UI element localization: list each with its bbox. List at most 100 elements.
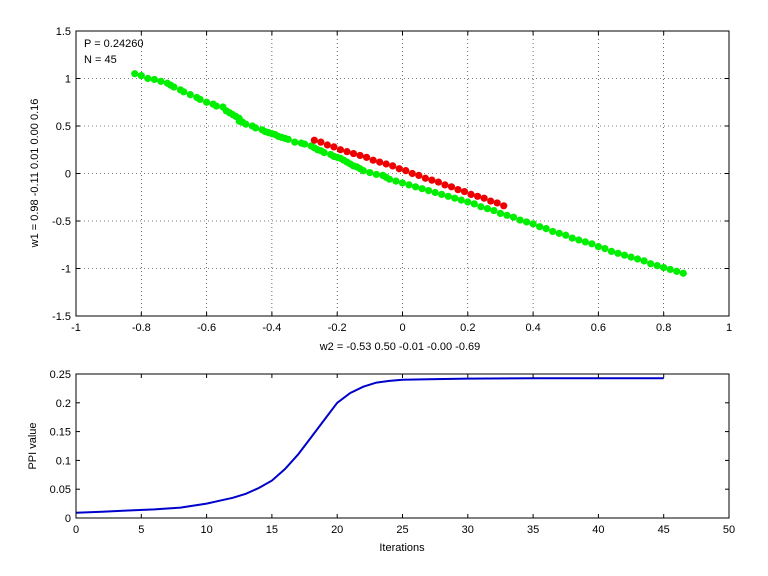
y-tick-label: -1 — [61, 264, 71, 276]
green-point — [284, 135, 292, 143]
green-point — [666, 265, 674, 274]
green-point — [627, 253, 635, 261]
red-point — [428, 176, 436, 184]
green-point — [150, 75, 158, 84]
y-tick-label: 1 — [65, 74, 71, 86]
green-point — [673, 267, 681, 275]
red-point — [369, 156, 377, 164]
x-tick-label: 45 — [658, 524, 670, 536]
green-point — [483, 205, 491, 213]
y-tick-label: 0.5 — [56, 121, 71, 133]
green-point — [516, 216, 524, 224]
x-tick-label: -1 — [71, 322, 81, 334]
x-tick-label: -0.4 — [262, 322, 281, 334]
green-point — [614, 249, 622, 257]
green-point — [464, 198, 472, 206]
scatter-plot-area — [76, 31, 729, 316]
green-point — [392, 177, 400, 185]
red-point — [343, 148, 351, 156]
annotation-n: N = 45 — [84, 54, 117, 66]
x-tick-label: 25 — [396, 524, 408, 536]
green-point — [568, 234, 576, 242]
y-tick-label: 0.05 — [50, 484, 71, 496]
y-tick-label: -1.5 — [52, 311, 71, 323]
red-point — [447, 183, 456, 191]
x-tick-label: 15 — [266, 524, 278, 536]
green-point — [411, 183, 420, 191]
x-tick-label: 35 — [527, 524, 539, 536]
green-point — [157, 77, 165, 85]
green-point — [212, 102, 220, 110]
y-tick-label: 0 — [65, 513, 71, 525]
green-point — [438, 190, 446, 198]
red-point — [317, 138, 325, 146]
green-point — [594, 243, 603, 251]
green-point — [601, 244, 609, 253]
green-point — [196, 95, 204, 103]
green-point — [144, 74, 152, 83]
green-point — [542, 225, 550, 233]
x-tick-label: 0.2 — [460, 322, 475, 334]
green-point — [418, 185, 426, 193]
line-panel: 0 5 10 15 20 25 30 35 40 45 5000.050.10.150.20.25 … — [27, 369, 735, 554]
red-point — [323, 141, 332, 149]
scatter-ticks: -1 -0.8 -0.6 -0.4 -0.2 0 0.2 0.4 0.6 0.8 1-1.5-1-0… — [52, 26, 732, 334]
green-point — [536, 223, 544, 231]
red-point — [487, 197, 495, 205]
ppi-line — [75, 377, 664, 514]
green-point — [555, 229, 563, 237]
y-tick-label: 0.25 — [50, 369, 71, 381]
scatter-data — [131, 70, 687, 277]
y-tick-label: 0.2 — [56, 398, 71, 410]
red-point — [382, 160, 390, 168]
green-point — [503, 211, 511, 219]
line-ylabel: PPI value — [27, 422, 39, 469]
green-point — [180, 88, 188, 96]
green-point — [291, 138, 299, 146]
x-tick-label: 30 — [462, 524, 474, 536]
line-data — [75, 377, 664, 514]
red-point — [408, 169, 416, 178]
red-point — [441, 181, 449, 189]
red-point — [336, 146, 345, 154]
x-tick-label: 5 — [138, 524, 144, 536]
x-tick-label: 40 — [592, 524, 604, 536]
red-point — [310, 136, 318, 144]
green-point — [581, 238, 589, 246]
annotation-p: P = 0.24260 — [84, 38, 143, 50]
line-plot-area — [76, 374, 729, 518]
green-point — [647, 260, 655, 268]
red-point — [356, 151, 364, 160]
red-point — [434, 178, 443, 186]
red-point — [454, 186, 462, 194]
line-ticks: 0 5 10 15 20 25 30 35 40 45 50 0 0.05 0.1 0.15 0.2 0.25 — [50, 369, 736, 536]
green-point — [405, 181, 413, 189]
green-point — [444, 192, 452, 200]
red-point — [376, 158, 384, 166]
red-point — [395, 165, 403, 173]
red-point — [467, 190, 475, 198]
green-point — [653, 262, 661, 270]
green-point — [137, 72, 145, 80]
x-tick-label: -0.2 — [328, 322, 347, 334]
green-point — [251, 124, 260, 132]
green-point — [366, 168, 374, 177]
red-point — [330, 143, 338, 151]
red-point — [500, 202, 508, 210]
y-tick-label: 0.1 — [56, 455, 71, 467]
red-point — [389, 162, 397, 170]
green-point — [131, 70, 139, 78]
line-xlabel: Iterations — [379, 542, 425, 554]
green-point — [300, 140, 309, 148]
red-point — [362, 153, 371, 161]
green-point — [398, 179, 407, 187]
red-point — [349, 149, 358, 158]
green-point — [203, 98, 211, 106]
green-point — [431, 188, 439, 197]
green-point — [633, 255, 642, 263]
scatter-panel: -1 -0.8 -0.6 -0.4 -0.2 0 0.2 0.4 0.6 0.8 1-1.5-1-0… — [29, 26, 732, 353]
green-point — [457, 196, 465, 204]
x-tick-label: 0.6 — [591, 322, 606, 334]
green-point — [640, 257, 648, 265]
